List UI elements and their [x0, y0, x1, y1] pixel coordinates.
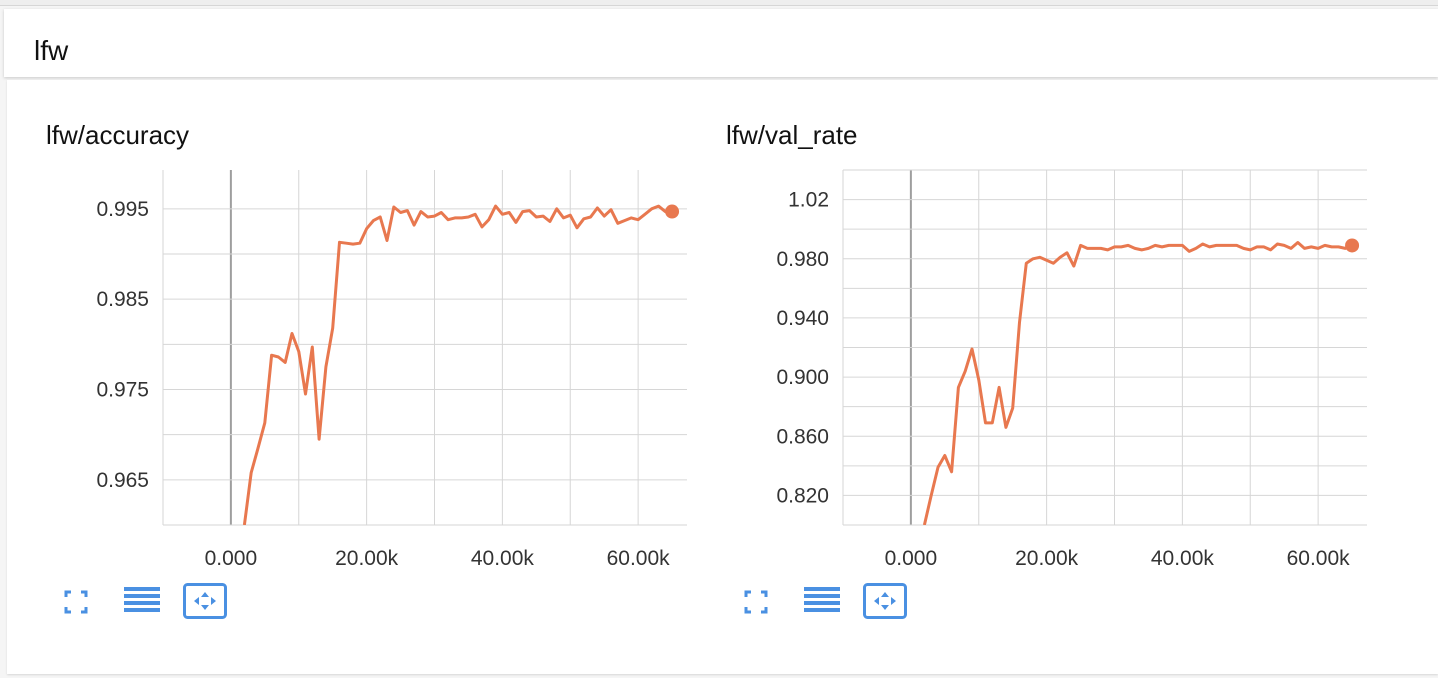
- fit-domain-icon: [863, 583, 907, 619]
- fit-domain-icon: [183, 583, 227, 619]
- y-tick-label: 1.02: [788, 189, 829, 212]
- top-strip: [0, 0, 1438, 6]
- chart-title: lfw/accuracy: [46, 120, 190, 150]
- log-scale-button[interactable]: [800, 583, 844, 619]
- fullscreen-button[interactable]: [57, 583, 101, 619]
- fit-domain-button[interactable]: [183, 583, 227, 619]
- y-tick-label: 0.985: [96, 288, 149, 311]
- y-tick-label: 0.965: [96, 469, 149, 492]
- series-line: [242, 204, 673, 525]
- series-line: [922, 241, 1353, 525]
- chart-accuracy[interactable]: 0.965 0.975 0.985 0.995 0.000 20.00k 40.00k 60.…: [7, 80, 687, 580]
- fullscreen-icon: [64, 590, 88, 614]
- log-scale-button[interactable]: [120, 583, 164, 619]
- chart-card-val-rate: 0.820 0.860 0.900 0.940 0.980 1.02 0.000 20.00k…: [687, 80, 1367, 674]
- x-tick-label: 40.00k: [1151, 547, 1215, 570]
- x-tick-label: 20.00k: [1015, 547, 1079, 570]
- group-title: lfw: [34, 35, 69, 66]
- chart-title: lfw/val_rate: [726, 120, 858, 150]
- y-tick-label: 0.975: [96, 379, 149, 402]
- y-tick-label: 0.995: [96, 198, 149, 221]
- x-tick-label: 60.00k: [1287, 547, 1351, 570]
- group-header[interactable]: lfw: [4, 9, 1438, 77]
- fullscreen-icon: [744, 590, 768, 614]
- x-tick-label: 0.000: [885, 547, 938, 570]
- fit-domain-button[interactable]: [863, 583, 907, 619]
- last-point-marker: [1345, 238, 1360, 253]
- list-lines-icon: [804, 587, 840, 612]
- last-point-marker: [665, 204, 680, 219]
- chart-toolbar: [57, 583, 257, 623]
- list-lines-icon: [124, 587, 160, 612]
- y-tick-label: 0.900: [776, 366, 829, 389]
- x-tick-label: 60.00k: [607, 547, 671, 570]
- x-tick-label: 20.00k: [335, 547, 399, 570]
- group-body: 0.965 0.975 0.985 0.995 0.000 20.00k 40.00k 60.…: [7, 80, 1438, 674]
- x-tick-label: 0.000: [205, 547, 258, 570]
- y-tick-label: 0.820: [776, 484, 829, 507]
- y-tick-label: 0.860: [776, 425, 829, 448]
- chart-toolbar: [737, 583, 937, 623]
- chart-card-accuracy: 0.965 0.975 0.985 0.995 0.000 20.00k 40.00k 60.…: [7, 80, 687, 674]
- fullscreen-button[interactable]: [737, 583, 781, 619]
- y-tick-label: 0.940: [776, 307, 829, 330]
- y-tick-label: 0.980: [776, 248, 829, 271]
- chart-val-rate[interactable]: 0.820 0.860 0.900 0.940 0.980 1.02 0.000 20.00k…: [687, 80, 1367, 580]
- x-tick-label: 40.00k: [471, 547, 535, 570]
